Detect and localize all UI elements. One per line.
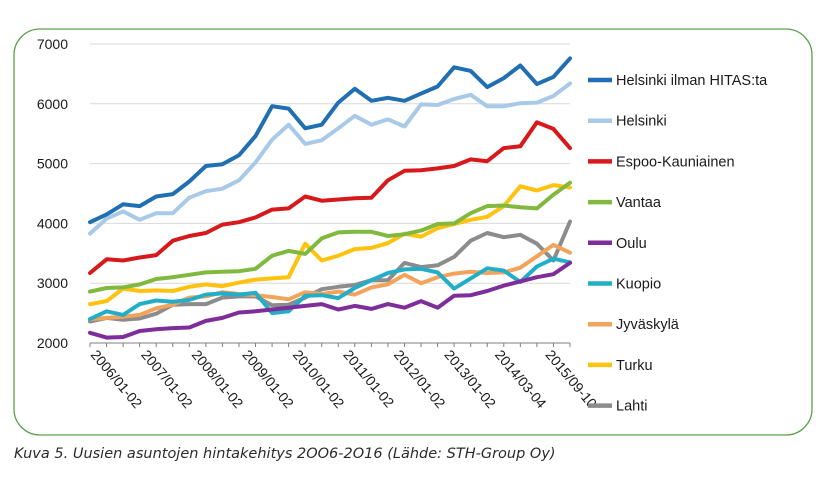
figure-caption: Kuva 5. Uusien asuntojen hintakehitys 2O… [14, 446, 556, 462]
y-axis: 2000 3000 4000 5000 6000 7000 [37, 36, 68, 351]
series-line [88, 120, 572, 275]
series-line [88, 242, 572, 322]
y-tick-label: 5000 [37, 156, 68, 172]
series-line [88, 183, 572, 307]
y-tick-label: 2000 [37, 335, 68, 351]
series-line [88, 81, 572, 236]
legend: Helsinki ilman HITAS:ta Helsinki Espoo-Kau… [588, 73, 768, 415]
legend-label: Turku [616, 358, 653, 374]
y-tick-label: 4000 [37, 215, 68, 231]
legend-label: Helsinki ilman HITAS:ta [616, 73, 768, 89]
legend-label: Espoo-Kauniainen [616, 154, 735, 170]
y-tick-label: 6000 [37, 96, 68, 112]
legend-label: Oulu [616, 236, 647, 252]
y-tick-label: 7000 [37, 36, 68, 52]
series-line [88, 180, 572, 294]
legend-label: Lahti [616, 399, 647, 415]
legend-label: Kuopio [616, 277, 661, 293]
legend-label: Helsinki [616, 114, 667, 130]
series-line [88, 56, 572, 225]
gridlines [90, 43, 570, 284]
y-tick-label: 3000 [37, 275, 68, 291]
series-line [88, 256, 572, 322]
legend-label: Vantaa [616, 195, 662, 211]
series-line [88, 260, 572, 340]
legend-label: Jyväskylä [616, 317, 680, 333]
plot-area [88, 56, 572, 340]
